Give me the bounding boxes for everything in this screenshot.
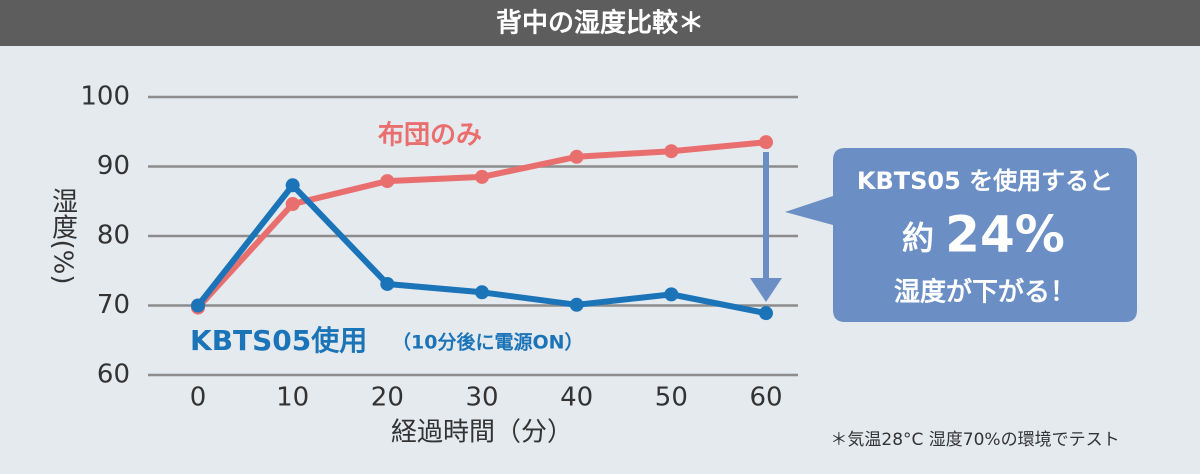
- callout-text: 湿度が下がる！: [894, 277, 1076, 308]
- callout-text: KBTS05 を使用すると: [857, 167, 1113, 195]
- arrow: [763, 152, 769, 280]
- arrow-head: [750, 278, 782, 302]
- data-point: [285, 178, 300, 193]
- series-note: （10分後に電源ON）: [392, 331, 584, 354]
- y-tick-label: 80: [97, 221, 130, 251]
- y-tick-label: 60: [97, 360, 130, 390]
- header-bar: [0, 0, 1200, 46]
- data-point: [664, 144, 679, 159]
- chart-title: 背中の湿度比較＊: [496, 8, 704, 39]
- data-point: [285, 197, 300, 212]
- x-tick-label: 50: [655, 383, 688, 413]
- x-tick-label: 10: [276, 383, 309, 413]
- data-point: [475, 285, 489, 300]
- x-tick-label: 0: [190, 383, 207, 413]
- x-tick-label: 60: [749, 383, 782, 413]
- footnote: ＊気温28°C 湿度70%の環境でテスト: [830, 430, 1119, 450]
- data-point: [664, 287, 679, 302]
- callout-box: [785, 148, 1137, 322]
- data-point: [569, 149, 584, 164]
- data-point: [191, 298, 205, 313]
- data-point: [569, 297, 584, 312]
- x-tick-label: 40: [560, 383, 593, 413]
- y-tick-label: 70: [97, 290, 130, 320]
- data-point: [759, 306, 773, 321]
- y-tick-label: 90: [97, 151, 130, 181]
- y-axis-label: 湿度(%): [48, 188, 78, 285]
- data-point: [759, 135, 773, 150]
- series-label: KBTS05使用: [190, 324, 367, 357]
- x-tick-label: 30: [465, 383, 498, 413]
- data-point: [380, 174, 395, 189]
- callout-text: 約: [902, 219, 934, 257]
- y-tick-label: 100: [80, 82, 130, 112]
- series-label: 布団のみ: [378, 121, 482, 151]
- x-tick-label: 20: [371, 383, 404, 413]
- callout-text: 24%: [945, 206, 1065, 264]
- x-axis-label: 経過時間（分）: [391, 418, 573, 448]
- data-point: [475, 169, 489, 184]
- data-point: [380, 276, 395, 291]
